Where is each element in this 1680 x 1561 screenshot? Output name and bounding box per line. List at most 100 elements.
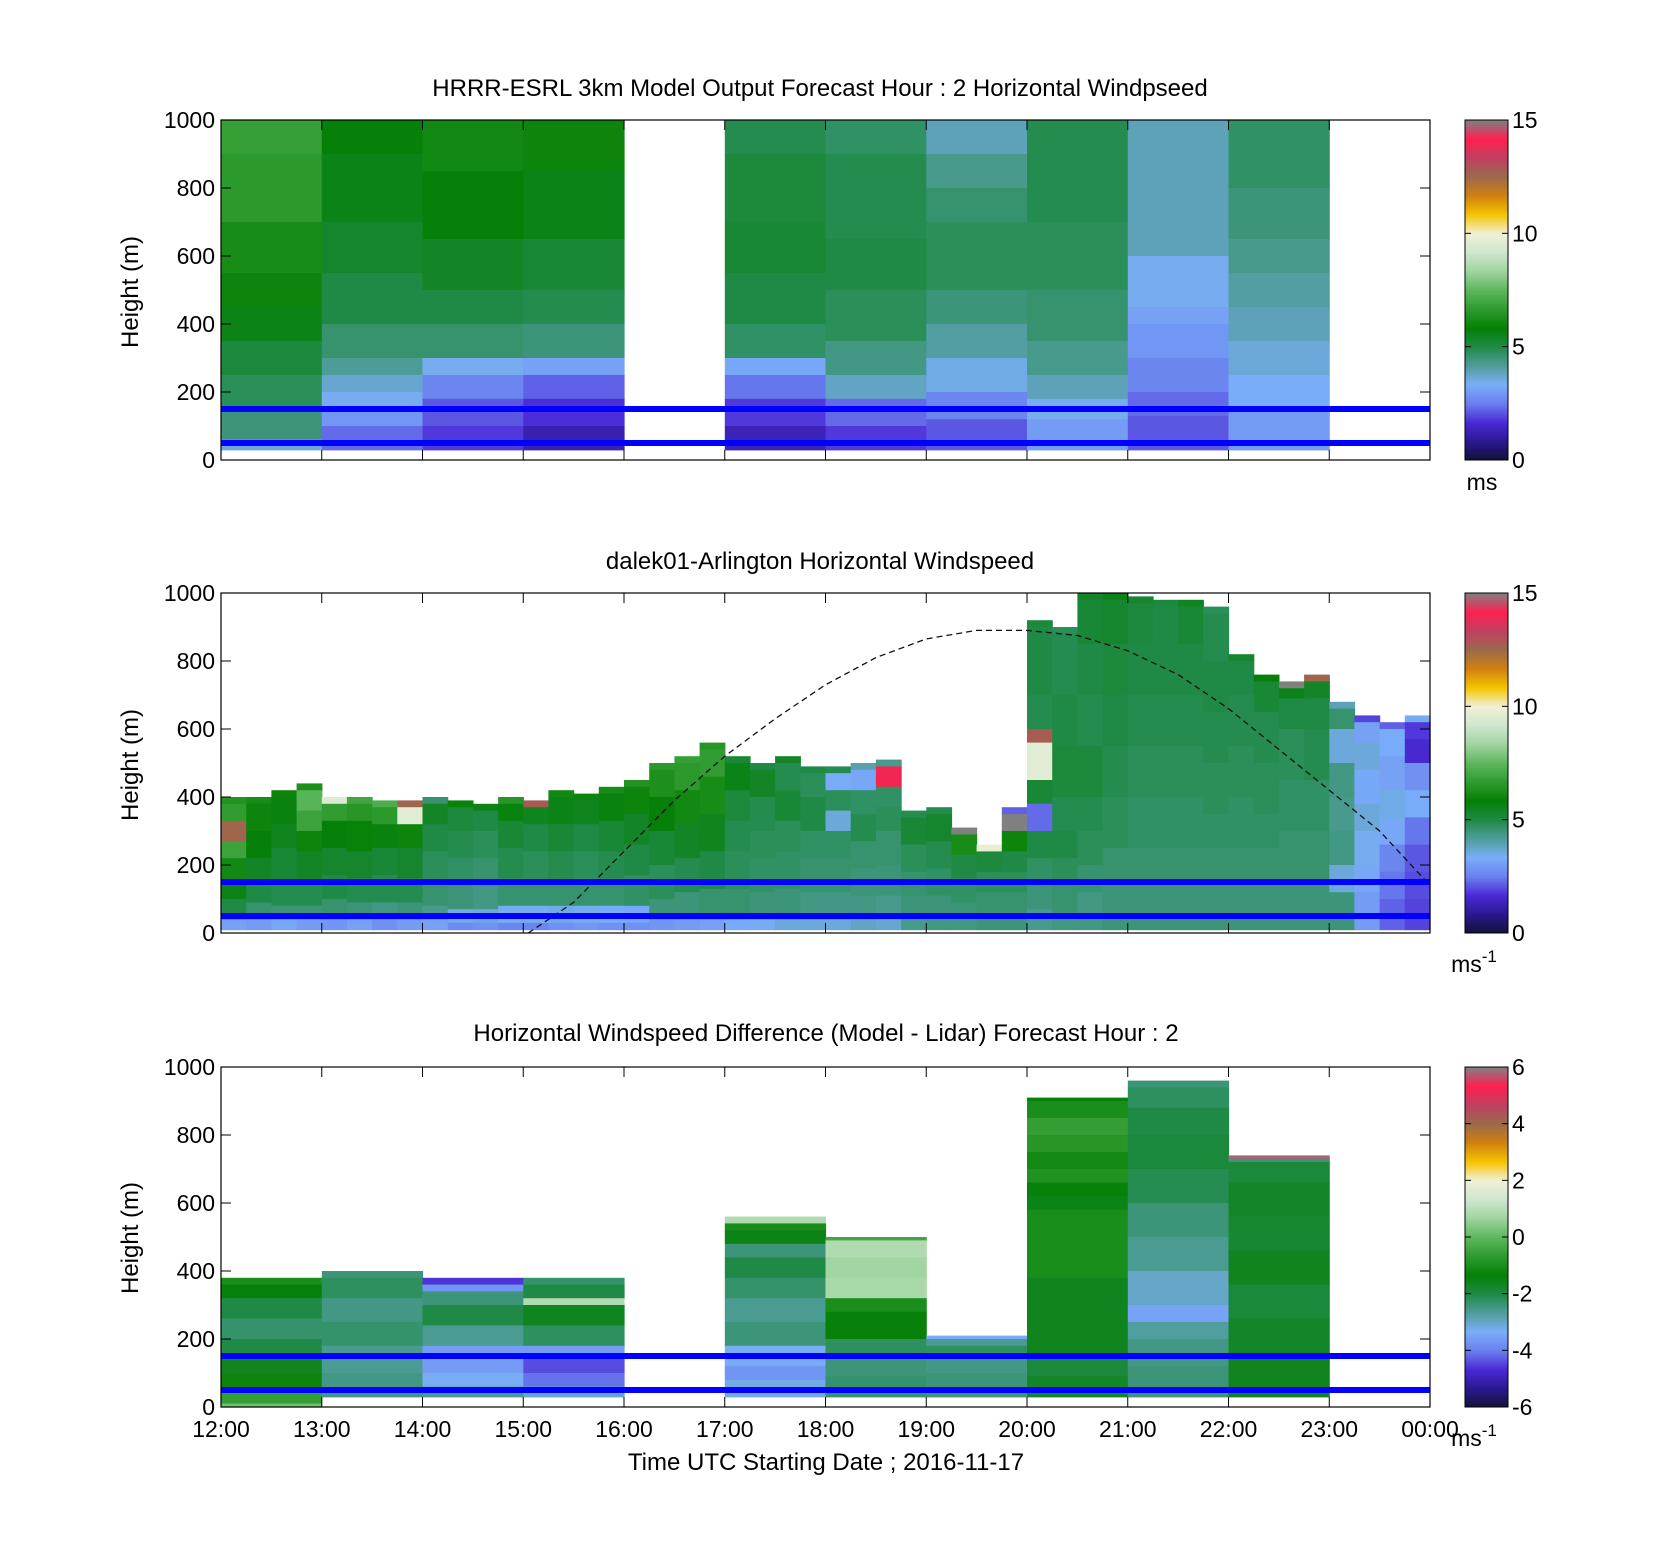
difference-colorbar-segment [1465, 1173, 1508, 1177]
lidar-cell-0-3 [221, 841, 247, 859]
lidar-colorbar-segment [1465, 851, 1508, 855]
lidar-colorbar-segment [1465, 710, 1508, 714]
lidar-cell-13-4 [548, 882, 575, 907]
model-colorbar-segment [1465, 353, 1508, 357]
model-colorbar-segment [1465, 387, 1508, 391]
lidar-cell-32-5 [1027, 780, 1053, 805]
lidar-colorbar-segment [1465, 896, 1508, 900]
model-colorbar-segment [1465, 373, 1508, 377]
model-cell-2-5 [422, 358, 524, 376]
lidar-cell-35-6 [1102, 848, 1129, 883]
lidar-cell-18-0 [674, 756, 701, 764]
lidar-colorbar-segment [1465, 695, 1508, 698]
model-cell-1-0 [321, 120, 424, 155]
model-colorbar-segment [1465, 444, 1508, 447]
difference-colorbar-segment [1465, 1305, 1508, 1308]
lidar-cell-12-4 [523, 882, 550, 907]
difference-colorbar-segment [1465, 1171, 1508, 1174]
lidar-cell-23-6 [800, 919, 827, 931]
lidar-cell-12-0 [523, 800, 550, 808]
difference-reference-lines [221, 1353, 1430, 1393]
lidar-cell-3-5 [296, 882, 323, 907]
difference-colorbar-segment [1465, 1164, 1508, 1168]
difference-cell-8-5 [1127, 1203, 1230, 1238]
model-cell-6-4 [926, 290, 1028, 325]
model-cell-5-6 [825, 398, 927, 427]
lidar-cell-41-5 [1253, 848, 1280, 883]
lidar-cell-18-3 [674, 824, 701, 859]
lidar-cell-36-7 [1127, 882, 1154, 931]
lidar-cell-9-1 [447, 807, 474, 832]
model-colorbar-segment [1465, 414, 1508, 418]
lidar-cell-46-0 [1379, 722, 1406, 730]
difference-colorbar-segment [1465, 1286, 1508, 1290]
model-cell-3-4 [523, 324, 625, 359]
model-cell-3-6 [523, 375, 625, 400]
model-colorbar-segment [1465, 142, 1508, 146]
model-colorbar-segment [1465, 439, 1508, 443]
difference-cell-2-5 [422, 1345, 524, 1374]
difference-colorbar-segment [1465, 1223, 1508, 1227]
model-colorbar-segment [1465, 217, 1508, 221]
model-colorbar-segment [1465, 453, 1508, 456]
lidar-cell-13-6 [548, 922, 575, 931]
model-cell-7-1 [1027, 222, 1129, 291]
lidar-cell-36-2 [1127, 644, 1154, 696]
lidar-cell-30-1 [976, 851, 1003, 873]
lidar-cell-6-6 [372, 919, 398, 931]
difference-cell-0-6 [221, 1373, 323, 1391]
model-colorbar-segment [1465, 244, 1508, 248]
lidar-cell-46-1 [1379, 729, 1406, 757]
lidar-colorbar-segment [1465, 899, 1508, 902]
lidar-colorbar-segment [1465, 817, 1508, 821]
model-colorbar-segment [1465, 441, 1508, 445]
lidar-cell-13-2 [548, 824, 575, 852]
difference-colorbar-segment [1465, 1384, 1508, 1387]
lidar-cell-25-0 [850, 763, 877, 771]
model-colorbar-segment [1465, 430, 1508, 434]
model-colorbar-segment [1465, 158, 1508, 162]
lidar-colorbar-segment [1465, 815, 1508, 818]
model-colorbar-segment [1465, 382, 1508, 386]
difference-cell-3-2 [523, 1298, 625, 1306]
model-colorbar-segment [1465, 283, 1508, 286]
lidar-cell-21-1 [749, 769, 776, 798]
lidar-cell-16-0 [624, 780, 650, 788]
difference-cell-9-5 [1228, 1250, 1330, 1286]
lidar-cell-3-3 [296, 831, 323, 852]
difference-colorbar-segment [1465, 1212, 1508, 1215]
difference-colorbar-segment [1465, 1268, 1508, 1272]
lidar-colorbar-segment [1465, 801, 1508, 805]
lidar-colorbar-segment [1465, 824, 1508, 827]
lidar-cell-27-2 [901, 844, 927, 873]
difference-colorbar-segment [1465, 1277, 1508, 1281]
lidar-cell-43-2 [1304, 698, 1330, 730]
difference-cell-4-6 [724, 1298, 827, 1323]
lidar-cell-1-3 [246, 858, 272, 883]
model-colorbar-segment [1465, 437, 1508, 440]
model-colorbar-segment [1465, 274, 1508, 277]
lidar-cell-45-0 [1354, 715, 1381, 723]
difference-colorbar-segment [1465, 1157, 1508, 1161]
lidar-cell-42-3 [1278, 729, 1305, 781]
lidar-cell-33-4 [1052, 797, 1078, 832]
lidar-cell-37-7 [1152, 882, 1179, 931]
model-colorbar-segment [1465, 260, 1508, 264]
lidar-cell-47-6 [1404, 844, 1431, 873]
difference-cell-0-8 [221, 1403, 323, 1408]
lidar-cell-42-1 [1278, 688, 1305, 699]
lidar-colorbar-segment [1465, 846, 1508, 850]
lidar-cell-31-5 [1001, 892, 1028, 914]
lidar-colorbar-segment [1465, 688, 1508, 691]
difference-colorbar-segment [1465, 1153, 1508, 1156]
lidar-cell-23-3 [800, 831, 827, 859]
difference-cell-0-1 [221, 1284, 323, 1299]
lidar-cell-39-0 [1203, 606, 1230, 614]
lidar-panel: dalek01-Arlington Horizontal Windspeed H… [117, 548, 1538, 977]
model-colorbar-segment [1465, 228, 1508, 232]
lidar-cell-30-0 [976, 844, 1003, 852]
lidar-cell-43-6 [1304, 882, 1330, 931]
difference-colorbar-segment [1465, 1130, 1508, 1134]
difference-colorbar-segment [1465, 1373, 1508, 1376]
